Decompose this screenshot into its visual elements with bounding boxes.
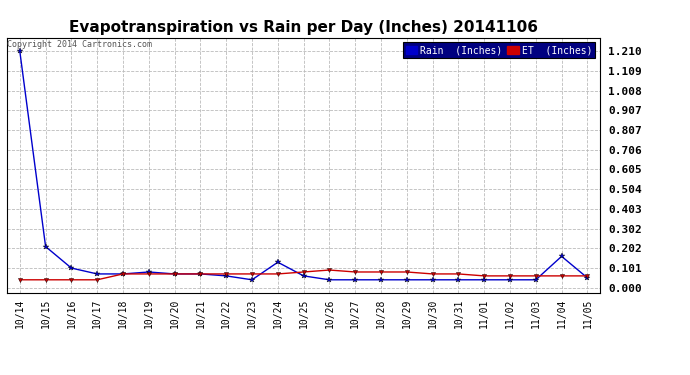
Title: Evapotranspiration vs Rain per Day (Inches) 20141106: Evapotranspiration vs Rain per Day (Inch… (69, 20, 538, 35)
Legend: Rain  (Inches), ET  (Inches): Rain (Inches), ET (Inches) (403, 42, 595, 58)
Text: Copyright 2014 Cartronics.com: Copyright 2014 Cartronics.com (8, 40, 152, 49)
